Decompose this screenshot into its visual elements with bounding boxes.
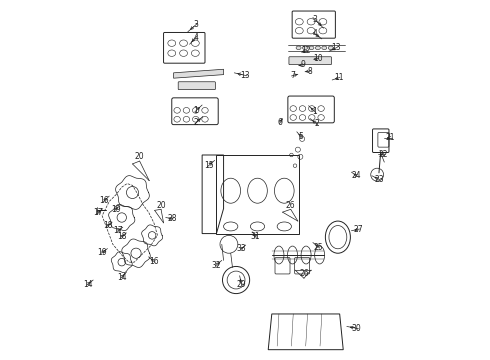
Text: 16: 16: [149, 257, 159, 266]
Text: 14: 14: [117, 273, 126, 282]
Text: 11: 11: [334, 73, 343, 82]
Text: 29: 29: [237, 280, 246, 289]
Text: 24: 24: [352, 171, 361, 180]
Text: 3: 3: [312, 15, 317, 24]
Text: 26: 26: [286, 201, 295, 210]
FancyBboxPatch shape: [178, 82, 215, 90]
Text: 17: 17: [113, 226, 123, 235]
Text: 13: 13: [240, 71, 250, 80]
Text: 16: 16: [99, 196, 109, 205]
Text: 5: 5: [298, 132, 303, 141]
Ellipse shape: [316, 46, 320, 50]
Text: 18: 18: [103, 221, 112, 230]
Text: 13: 13: [331, 43, 341, 52]
Text: 17: 17: [93, 208, 102, 217]
Text: 1: 1: [194, 106, 198, 115]
Ellipse shape: [328, 46, 333, 50]
Ellipse shape: [322, 46, 327, 50]
Text: 20: 20: [156, 201, 166, 210]
Text: 12: 12: [302, 46, 311, 55]
Text: 26: 26: [299, 269, 309, 278]
Text: 21: 21: [386, 133, 395, 142]
Text: 19: 19: [98, 248, 107, 257]
Text: 33: 33: [237, 244, 246, 253]
Text: 27: 27: [353, 225, 363, 234]
Text: 8: 8: [308, 67, 313, 76]
Text: 25: 25: [314, 243, 323, 252]
Text: 9: 9: [301, 60, 306, 69]
Text: 18: 18: [117, 232, 126, 241]
Text: 19: 19: [111, 205, 121, 214]
Text: 3: 3: [194, 20, 198, 29]
Text: 32: 32: [212, 261, 221, 270]
Text: 15: 15: [204, 161, 213, 170]
Text: 6: 6: [277, 118, 282, 127]
Text: 31: 31: [251, 232, 261, 241]
Text: 2: 2: [194, 118, 198, 127]
Text: 23: 23: [374, 175, 384, 184]
Text: 2: 2: [314, 119, 319, 128]
FancyBboxPatch shape: [289, 57, 331, 64]
Text: 14: 14: [83, 280, 93, 289]
PathPatch shape: [173, 69, 223, 78]
Text: 22: 22: [379, 150, 389, 159]
Ellipse shape: [309, 46, 314, 50]
Text: 4: 4: [312, 29, 317, 38]
Text: 20: 20: [135, 152, 145, 161]
Text: 10: 10: [313, 54, 323, 63]
Text: 4: 4: [194, 33, 198, 42]
Text: 28: 28: [167, 214, 176, 223]
Text: 7: 7: [290, 71, 295, 80]
Text: 1: 1: [312, 107, 317, 116]
Ellipse shape: [302, 46, 308, 50]
Text: 30: 30: [352, 324, 361, 333]
Ellipse shape: [296, 46, 301, 50]
